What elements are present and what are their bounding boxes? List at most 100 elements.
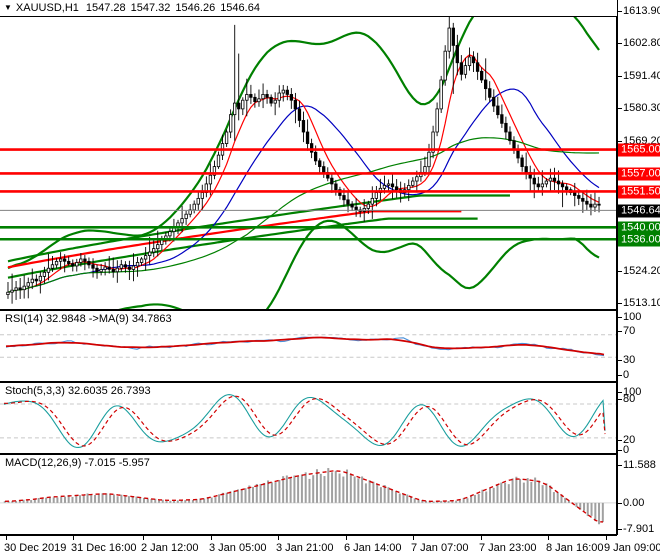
macd-histogram-bar: [447, 501, 450, 503]
candle-body-bullish: [30, 278, 34, 284]
candle-body-bullish: [544, 180, 549, 185]
candle-body-bearish: [532, 177, 536, 185]
axis-tick-mark: [618, 360, 622, 361]
macd-histogram-bar: [274, 482, 277, 503]
rsi-canvas: [0, 311, 616, 381]
candle-body-bullish: [224, 131, 229, 144]
macd-histogram-bar: [519, 478, 522, 503]
stochastic-k-line: [3, 394, 606, 448]
axis-tick-mark: [618, 529, 622, 530]
macd-histogram-bar: [90, 493, 93, 503]
axis-tick-mark: [618, 271, 622, 272]
macd-histogram-bar: [206, 497, 209, 503]
candle-body-bearish: [285, 89, 289, 95]
price-chart-panel[interactable]: [0, 17, 617, 310]
candle-body-bullish: [548, 177, 553, 182]
macd-histogram-bar: [251, 486, 254, 503]
macd-histogram-bar: [349, 474, 352, 503]
macd-signal-line: [4, 470, 604, 523]
quote-close: 1546.64: [220, 2, 260, 14]
time-axis-label: 6 Jan 14:00: [344, 542, 402, 554]
macd-histogram-bar: [154, 498, 157, 503]
macd-histogram-bar: [139, 497, 142, 503]
macd-histogram-bar: [244, 488, 247, 503]
macd-histogram-bar: [556, 492, 559, 503]
macd-histogram-bar: [417, 499, 420, 503]
candle-body-bearish: [330, 177, 334, 185]
axis-tick-mark: [618, 11, 622, 12]
macd-histogram-bar: [259, 483, 262, 503]
envelope-lower-band: [118, 219, 600, 309]
price-level-badge-1536.00[interactable]: 1536.00: [618, 233, 660, 247]
price-tick-label: 1513.10: [623, 297, 660, 309]
macd-histogram-bar: [15, 500, 18, 503]
macd-histogram-bar: [443, 500, 446, 503]
candle-body-bullish: [192, 203, 196, 211]
candle-body-bearish: [504, 122, 508, 133]
time-tick-mark: [481, 536, 482, 540]
macd-histogram-bar: [338, 473, 341, 503]
candle-body-bearish: [492, 96, 496, 107]
long-term-ma-red: [7, 210, 462, 269]
axis-tick-mark: [618, 141, 622, 142]
macd-histogram-bar: [41, 498, 44, 503]
macd-histogram-bar: [560, 494, 563, 503]
macd-histogram-bar: [218, 494, 221, 503]
macd-histogram-bar: [522, 482, 525, 503]
macd-histogram-bar: [601, 502, 604, 523]
candle-body-bullish: [229, 114, 233, 133]
candle-body-bullish: [79, 258, 83, 263]
candle-body-bearish: [297, 108, 302, 121]
price-level-badge-1540.00[interactable]: 1540.00: [618, 221, 660, 235]
axis-tick-mark: [618, 317, 622, 318]
candle-body-bullish: [415, 176, 419, 182]
stochastic-panel[interactable]: Stoch(5,3,3) 32.6035 26.7393: [0, 382, 617, 454]
macd-histogram-bar: [195, 499, 198, 503]
price-axis[interactable]: 1613.90 1602.80 1591.40 1580.30 1569.20 1524.…: [617, 0, 660, 535]
candle-body-bearish: [301, 120, 306, 133]
candle-body-bullish: [366, 203, 370, 209]
macd-histogram-bar: [481, 489, 484, 503]
price-level-badge-1557.00[interactable]: 1557.00: [618, 167, 660, 181]
candle-body-bullish: [26, 282, 30, 287]
candle-body-bullish: [370, 197, 374, 205]
macd-tick-label: -7.901: [623, 523, 655, 535]
macd-histogram-bar: [263, 482, 266, 503]
macd-histogram-bar: [515, 476, 518, 503]
candle-body-bullish: [46, 267, 51, 273]
macd-histogram-bar: [319, 473, 322, 503]
candle-body-bullish: [411, 180, 415, 186]
macd-histogram-bar: [567, 500, 570, 503]
time-tick-mark: [278, 536, 279, 540]
macd-histogram-bar: [357, 478, 360, 503]
time-axis[interactable]: 30 Dec 2019 31 Dec 16:00 2 Jan 12:00 3 Jan …: [0, 535, 660, 560]
macd-histogram-bar: [48, 497, 51, 503]
macd-histogram-bar: [364, 483, 367, 503]
macd-histogram-bar: [504, 482, 507, 503]
price-tick-label: 1591.40: [623, 70, 660, 82]
macd-histogram-bar: [109, 494, 112, 503]
candle-body-bearish: [390, 183, 395, 188]
candle-body-bearish: [127, 266, 132, 270]
candle-body-bearish: [560, 183, 565, 188]
stochastic-canvas: [0, 383, 616, 453]
triangle-down-icon[interactable]: ▼: [4, 3, 12, 12]
candle-body-bullish: [443, 50, 447, 81]
macd-histogram-bar: [334, 470, 337, 503]
macd-histogram-bar: [267, 480, 270, 503]
candle-body-bearish: [313, 151, 318, 162]
macd-histogram-bar: [60, 497, 63, 503]
candle-body-bearish: [471, 56, 476, 64]
candle-body-bullish: [135, 262, 140, 267]
macd-histogram-bar: [549, 485, 552, 503]
macd-histogram-bar: [188, 499, 191, 503]
macd-panel[interactable]: MACD(12,26,9) -7.015 -5.957: [0, 454, 617, 535]
price-level-badge-1551.50[interactable]: 1551.50: [618, 185, 660, 199]
price-level-badge-1565.00[interactable]: 1565.00: [618, 143, 660, 157]
rsi-panel[interactable]: RSI(14) 32.9848 ->MA(9) 34.7863: [0, 310, 617, 382]
macd-histogram-bar: [346, 469, 349, 503]
time-axis-label: 8 Jan 16:00: [546, 542, 604, 554]
price-level-badge-1546.64[interactable]: 1546.64: [618, 204, 660, 218]
long-channel-upper: [7, 194, 510, 263]
candlestick-series: [6, 17, 601, 304]
